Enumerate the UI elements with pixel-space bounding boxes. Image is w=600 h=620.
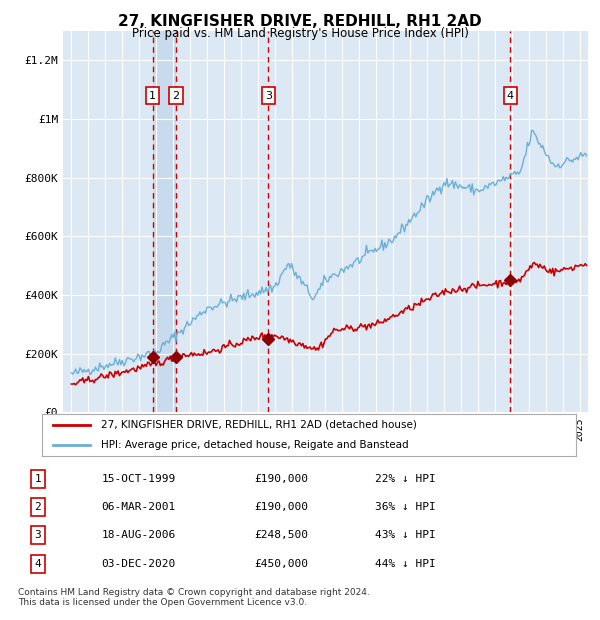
Text: 4: 4 <box>35 559 41 569</box>
Text: Contains HM Land Registry data © Crown copyright and database right 2024.
This d: Contains HM Land Registry data © Crown c… <box>18 588 370 607</box>
Text: 03-DEC-2020: 03-DEC-2020 <box>101 559 176 569</box>
Text: £190,000: £190,000 <box>254 502 308 512</box>
Text: 27, KINGFISHER DRIVE, REDHILL, RH1 2AD (detached house): 27, KINGFISHER DRIVE, REDHILL, RH1 2AD (… <box>101 420 416 430</box>
Text: 2: 2 <box>173 91 179 100</box>
Text: 06-MAR-2001: 06-MAR-2001 <box>101 502 176 512</box>
Text: 22% ↓ HPI: 22% ↓ HPI <box>375 474 436 484</box>
Text: Price paid vs. HM Land Registry's House Price Index (HPI): Price paid vs. HM Land Registry's House … <box>131 27 469 40</box>
Bar <box>152 31 176 412</box>
Text: 2: 2 <box>35 502 41 512</box>
Text: £190,000: £190,000 <box>254 474 308 484</box>
Text: 44% ↓ HPI: 44% ↓ HPI <box>375 559 436 569</box>
Text: 36% ↓ HPI: 36% ↓ HPI <box>375 502 436 512</box>
Text: £248,500: £248,500 <box>254 530 308 540</box>
Text: 15-OCT-1999: 15-OCT-1999 <box>101 474 176 484</box>
Text: 1: 1 <box>149 91 156 100</box>
Text: £450,000: £450,000 <box>254 559 308 569</box>
Text: 18-AUG-2006: 18-AUG-2006 <box>101 530 176 540</box>
Text: 1: 1 <box>35 474 41 484</box>
Text: 3: 3 <box>265 91 272 100</box>
Text: 4: 4 <box>507 91 514 100</box>
Text: 3: 3 <box>35 530 41 540</box>
Text: 27, KINGFISHER DRIVE, REDHILL, RH1 2AD: 27, KINGFISHER DRIVE, REDHILL, RH1 2AD <box>118 14 482 29</box>
Text: HPI: Average price, detached house, Reigate and Banstead: HPI: Average price, detached house, Reig… <box>101 440 409 450</box>
Text: 43% ↓ HPI: 43% ↓ HPI <box>375 530 436 540</box>
